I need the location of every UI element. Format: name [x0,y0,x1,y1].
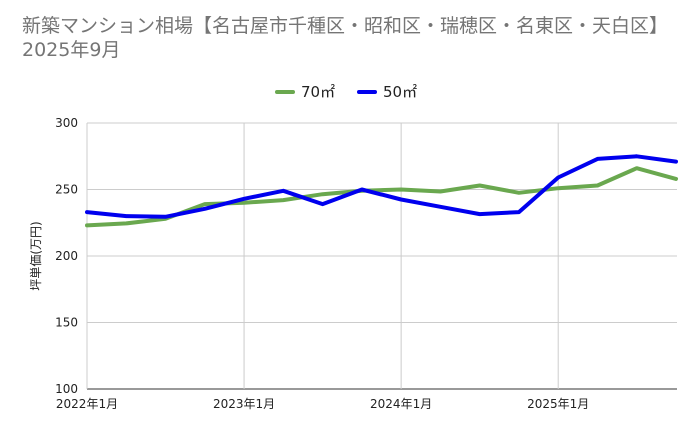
x-tick-label: 2023年1月 [213,397,275,411]
y-tick-label: 150 [55,316,78,330]
y-tick-label: 250 [55,183,78,197]
x-tick-label: 2022年1月 [56,397,118,411]
legend-label: 70㎡ [301,83,335,101]
grid [86,122,677,390]
y-tick-label: 200 [55,249,78,263]
series-line-1 [85,154,678,219]
x-tick-label: 2025年1月 [527,397,589,411]
y-tick-label: 100 [55,382,78,396]
legend-label: 50㎡ [383,83,417,101]
series-lines [85,154,678,228]
legend-item: 70㎡ [275,83,335,101]
y-axis-title: 坪単価(万円) [29,221,43,290]
x-tick-label: 2024年1月 [370,397,432,411]
legend-item: 50㎡ [357,83,417,101]
chart-title: 新築マンション相場【名古屋市千種区・昭和区・瑞穂区・名東区・天白区】 2025年… [22,15,669,61]
y-tick-label: 300 [55,116,78,130]
legend: 70㎡ 50㎡ [275,83,417,101]
